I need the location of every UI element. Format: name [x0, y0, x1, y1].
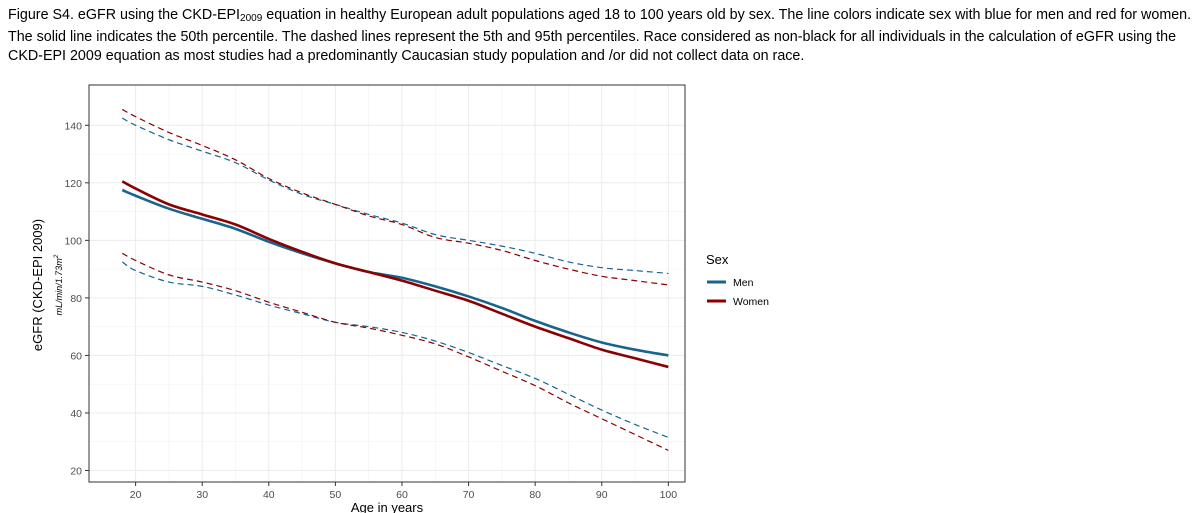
x-tick-label: 30: [196, 489, 208, 501]
y-tick-label: 100: [64, 235, 82, 247]
x-tick-label: 40: [263, 489, 275, 501]
legend: Sex Men Women: [706, 252, 769, 308]
x-tick-label: 70: [463, 489, 475, 501]
y-axis-title: eGFR (CKD-EPI 2009): [30, 219, 45, 351]
caption-subscript: 2009: [240, 13, 263, 24]
y-tick-label: 20: [70, 465, 82, 477]
series-line-women-p5: [122, 252, 669, 451]
grid: [89, 85, 685, 482]
panel-border: [88, 84, 686, 483]
series-line-women-p95: [122, 108, 669, 286]
legend-label-women: Women: [733, 296, 769, 308]
y-tick-label: 140: [64, 120, 82, 132]
series-line-men-p5: [121, 261, 669, 438]
y-tick-label: 80: [70, 293, 82, 305]
x-tick-label: 50: [330, 489, 342, 501]
legend-label-men: Men: [733, 277, 754, 289]
y-axis-unit: mL/min/1.73m2: [53, 254, 64, 315]
series-line-women-p50: [121, 180, 669, 369]
x-tick-label: 90: [596, 489, 608, 501]
figure-caption: Figure S4. eGFR using the CKD-EPI2009 eq…: [8, 6, 1193, 66]
legend-title: Sex: [706, 252, 729, 267]
y-axis-unit-superscript: 2: [53, 254, 60, 259]
series-line-men-p95: [122, 117, 669, 275]
caption-suffix: equation in healthy European adult popul…: [8, 7, 1192, 64]
x-axis-title: Age in years: [351, 500, 424, 513]
caption-prefix: Figure S4. eGFR using the CKD-EPI: [8, 7, 241, 23]
axis-ticks: 20 30 40 50 60 70 80 90 100 20 40 60 80 100 120 140: [64, 120, 677, 501]
y-axis-unit-group: mL/min/1.73m2: [53, 254, 64, 315]
y-tick-label: 60: [70, 350, 82, 362]
x-tick-label: 100: [660, 489, 678, 501]
x-tick-label: 80: [529, 489, 541, 501]
series-line-men-p50: [121, 188, 669, 357]
x-tick-label: 20: [130, 489, 142, 501]
y-tick-label: 40: [70, 408, 82, 420]
y-axis-title-group: eGFR (CKD-EPI 2009): [30, 219, 45, 351]
y-tick-label: 120: [64, 178, 82, 190]
y-axis-unit-base: mL/min/1.73m: [54, 258, 64, 316]
series-lines: [121, 108, 669, 451]
x-tick-label: 60: [396, 489, 408, 501]
